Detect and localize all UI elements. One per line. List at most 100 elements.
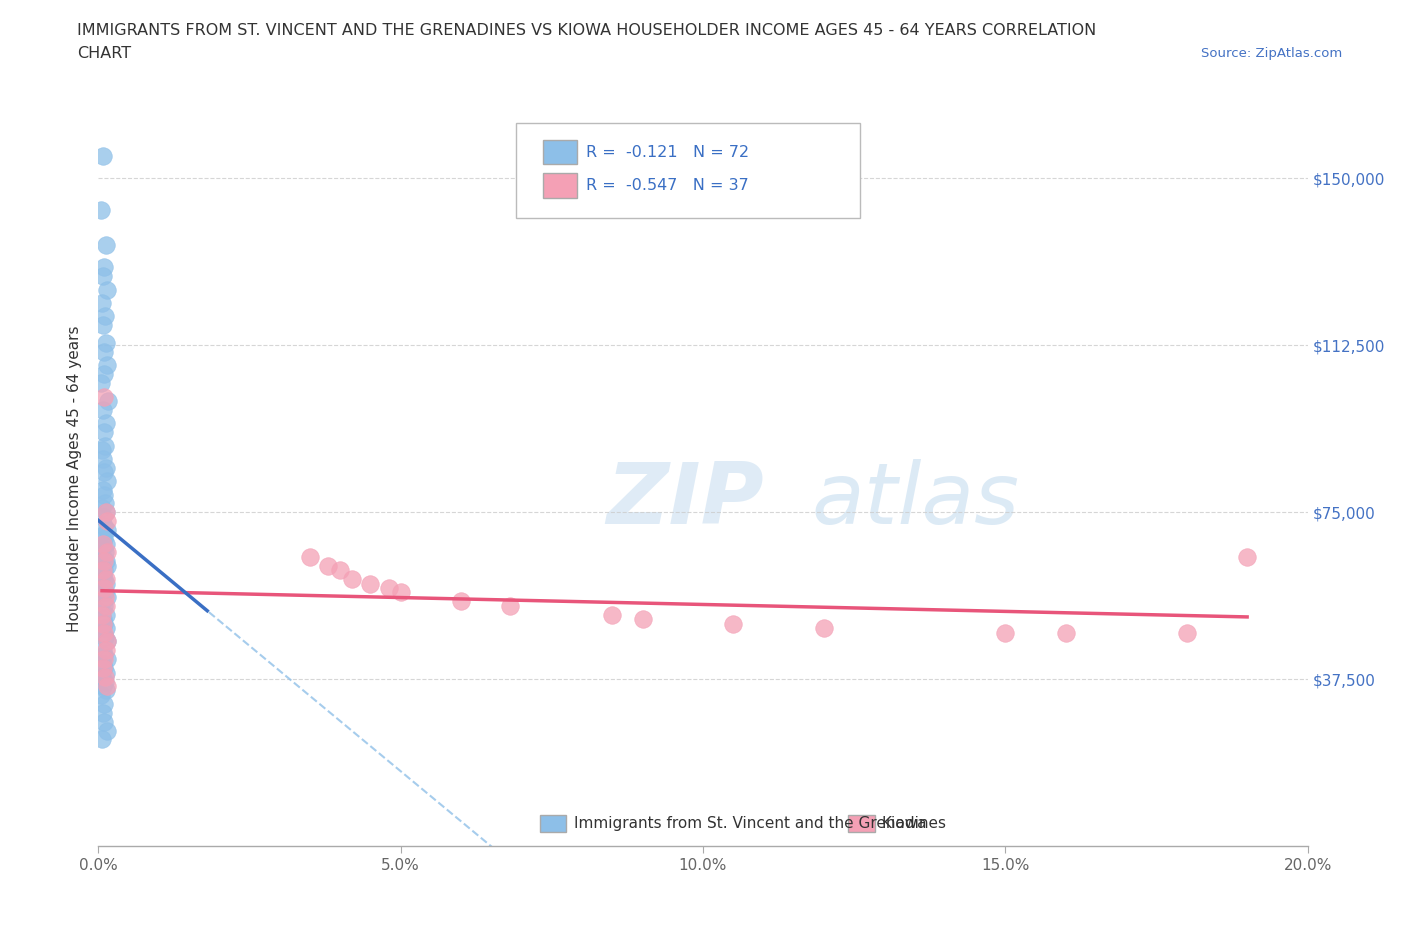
Point [96, 460, 118, 475]
Point [93, 366, 115, 381]
Point [91, 617, 114, 631]
Point [91, 643, 114, 658]
Point [91, 625, 114, 640]
Point [91, 679, 114, 694]
Point [91, 483, 114, 498]
Point [96, 336, 118, 351]
Point [94, 665, 117, 680]
Point [389, 585, 412, 600]
Point [91, 536, 114, 551]
Point [91, 670, 114, 684]
Point [93, 598, 115, 613]
Point [91, 580, 114, 595]
Point [93, 625, 115, 640]
Point [96, 724, 118, 738]
Point [94, 505, 117, 520]
Text: atlas: atlas [811, 459, 1019, 542]
Point [91, 318, 114, 333]
Point [94, 309, 117, 324]
Point [90, 687, 112, 702]
Point [96, 634, 118, 649]
Point [360, 577, 382, 591]
Point [91, 540, 114, 555]
Point [377, 580, 399, 595]
Point [94, 630, 117, 644]
Point [299, 550, 322, 565]
Point [96, 513, 118, 528]
Point [96, 598, 118, 613]
Point [91, 443, 114, 458]
Point [93, 554, 115, 569]
Point [91, 563, 114, 578]
Point [1236, 550, 1258, 565]
Point [91, 269, 114, 284]
Point [329, 563, 352, 578]
Point [93, 660, 115, 675]
Point [96, 590, 118, 604]
Bar [543, 173, 578, 198]
Point [1054, 625, 1077, 640]
Point [96, 536, 118, 551]
Point [94, 545, 117, 560]
Point [96, 679, 118, 694]
Point [93, 563, 115, 578]
FancyBboxPatch shape [516, 123, 860, 219]
Point [93, 487, 115, 502]
Point [94, 674, 117, 689]
Point [994, 625, 1017, 640]
Point [94, 572, 117, 587]
Point [93, 518, 115, 533]
Point [94, 590, 117, 604]
Point [93, 580, 115, 595]
Point [93, 465, 115, 480]
Point [90, 202, 112, 217]
Point [94, 505, 117, 520]
Point [93, 697, 115, 711]
Point [96, 620, 118, 635]
Point [93, 714, 115, 729]
Point [91, 451, 114, 466]
Point [91, 527, 114, 542]
Text: Source: ZipAtlas.com: Source: ZipAtlas.com [1202, 46, 1343, 60]
Point [96, 652, 118, 667]
Point [1175, 625, 1198, 640]
Point [93, 652, 115, 667]
Point [93, 647, 115, 662]
Bar [848, 816, 875, 831]
Bar [540, 816, 567, 831]
Point [93, 617, 115, 631]
Point [93, 532, 115, 547]
Point [96, 545, 118, 560]
Point [93, 572, 115, 587]
Point [723, 617, 745, 631]
Point [91, 705, 114, 720]
Point [91, 403, 114, 418]
Point [96, 634, 118, 649]
Point [96, 683, 118, 698]
Point [93, 425, 115, 440]
Point [316, 558, 339, 573]
Point [342, 572, 364, 587]
Point [450, 594, 472, 609]
Text: CHART: CHART [77, 46, 131, 61]
Text: ZIP: ZIP [606, 459, 763, 542]
Point [94, 585, 117, 600]
Point [91, 500, 114, 515]
Point [91, 567, 114, 582]
Text: Kiowa: Kiowa [882, 816, 928, 831]
Point [91, 732, 114, 747]
Point [94, 607, 117, 622]
Point [91, 594, 114, 609]
Point [91, 149, 114, 164]
Point [96, 523, 118, 538]
Point [631, 612, 654, 627]
Point [94, 238, 117, 253]
Point [813, 620, 835, 635]
Point [97, 393, 120, 408]
Point [93, 389, 115, 404]
Point [94, 438, 117, 453]
Bar [543, 140, 578, 165]
Text: Immigrants from St. Vincent and the Grenadines: Immigrants from St. Vincent and the Gren… [574, 816, 946, 831]
Point [90, 376, 112, 391]
Point [96, 473, 118, 488]
